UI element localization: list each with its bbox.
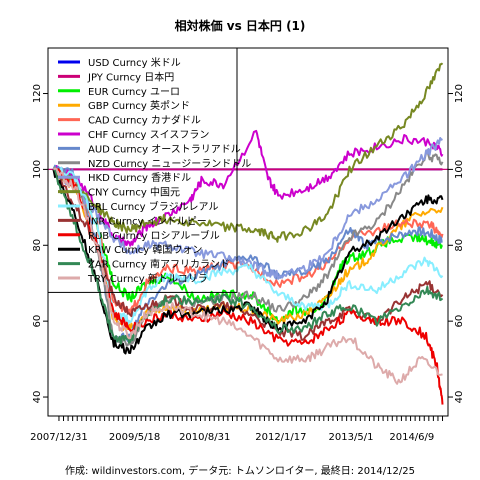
x-axis: 2007/12/31 2009/5/18 2010/8/31 2012/1/17 201… bbox=[30, 416, 444, 443]
legend-label-14: ZAR Curncy 南アフリカランド bbox=[88, 258, 230, 271]
x-tick-label: 2010/8/31 bbox=[179, 432, 230, 443]
y-tick-label-left: 80 bbox=[32, 239, 43, 252]
y-tick-label-left: 120 bbox=[32, 84, 43, 103]
legend-label-12: RUB Curncy ロシアルーブル bbox=[88, 229, 220, 242]
x-tick-label: 2013/5/1 bbox=[329, 432, 374, 443]
x-tick-label: 2009/5/18 bbox=[109, 432, 160, 443]
legend-label-6: AUD Curncy オーストラリアドル bbox=[88, 143, 241, 155]
legend-box bbox=[47, 47, 238, 293]
y-tick-label-right: 120 bbox=[454, 84, 465, 103]
legend-label-3: GBP Curncy 英ポンド bbox=[88, 99, 190, 112]
x-tick-label: 2014/6/9 bbox=[389, 432, 434, 443]
y-axis-right: 40 60 80 100 120 bbox=[448, 84, 465, 403]
series-line-9 bbox=[53, 62, 444, 243]
legend-label-5: CHF Curncy スイスフラン bbox=[88, 129, 209, 141]
legend-label-8: HKD Curncy 香港ドル bbox=[88, 172, 191, 184]
chart-footer: 作成: wildinvestors.com, データ元: トムソンロイター, 最… bbox=[65, 464, 415, 477]
legend-label-4: CAD Curncy カナダドル bbox=[88, 114, 201, 127]
y-axis-left: 40 60 80 100 120 bbox=[32, 84, 48, 403]
y-tick-label-right: 100 bbox=[454, 160, 465, 179]
y-tick-label-right: 80 bbox=[454, 239, 465, 252]
legend-label-9: CNY Curncy 中国元 bbox=[88, 186, 180, 199]
legend-label-11: INR Curncy インドルピー bbox=[88, 215, 207, 227]
series-line-13 bbox=[52, 169, 444, 355]
series-line-15 bbox=[53, 167, 443, 385]
x-tick-label: 2012/1/17 bbox=[255, 432, 306, 443]
series-line-14 bbox=[53, 168, 444, 345]
y-tick-label-right: 60 bbox=[454, 315, 465, 328]
y-tick-label-left: 40 bbox=[32, 391, 43, 404]
chart-title: 相対株価 vs 日本円 (1) bbox=[175, 18, 306, 33]
legend-label-1: JPY Curncy 日本円 bbox=[87, 70, 174, 83]
y-tick-label-right: 40 bbox=[454, 391, 465, 404]
y-tick-label-left: 100 bbox=[32, 160, 43, 179]
legend-label-13: KRW Curncy 韓国ウォン bbox=[88, 244, 202, 256]
y-tick-label-left: 60 bbox=[32, 315, 43, 328]
legend-label-10: BRL Curncy ブラジルレアル bbox=[88, 200, 218, 213]
legend-label-2: EUR Curncy ユーロ bbox=[88, 87, 180, 98]
legend-label-7: NZD Curncy ニュージーランドドル bbox=[88, 158, 251, 170]
legend-label-0: USD Curncy 米ドル bbox=[88, 56, 181, 69]
x-tick-label: 2007/12/31 bbox=[30, 432, 88, 443]
series-line-12 bbox=[52, 168, 444, 405]
series-line-8 bbox=[53, 137, 443, 280]
legend-label-15: TRY Curncy 新トルコリラ bbox=[87, 272, 208, 285]
